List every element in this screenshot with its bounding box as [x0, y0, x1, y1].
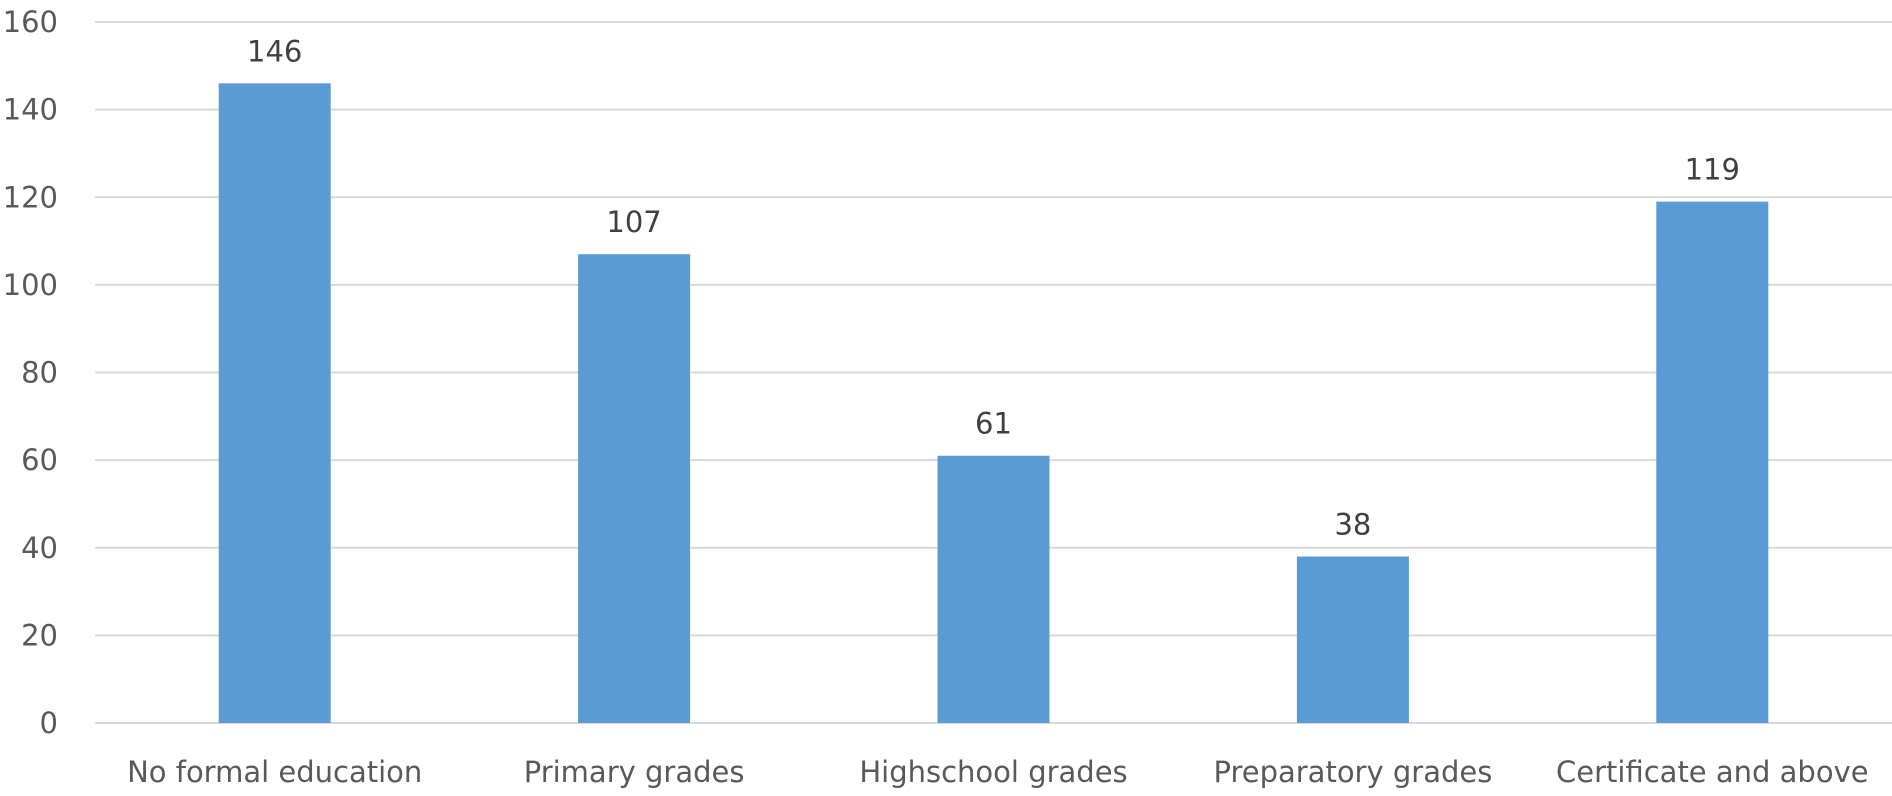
data-label: 146 [247, 34, 302, 68]
bar [1296, 556, 1409, 723]
y-tick-label: 0 [40, 706, 58, 740]
y-tick-label: 40 [21, 531, 58, 565]
y-tick-label: 160 [3, 5, 58, 39]
y-tick-label: 80 [21, 356, 58, 390]
gridlines [95, 21, 1892, 724]
bar [1656, 201, 1769, 724]
x-axis-ticks: No formal education Primary grades Highsch… [127, 755, 1868, 789]
y-axis-ticks: 0 20 40 60 80 100 120 140 160 [3, 5, 58, 740]
x-tick-label: No formal education [127, 755, 422, 789]
bar [937, 455, 1050, 723]
data-label: 61 [975, 407, 1012, 441]
data-labels: 146 107 61 38 119 [247, 34, 1740, 541]
y-tick-label: 120 [3, 180, 58, 214]
data-label: 38 [1334, 508, 1371, 542]
x-tick-label: Highschool grades [859, 755, 1127, 789]
x-tick-label: Primary grades [524, 755, 745, 789]
bars [218, 83, 1769, 724]
x-tick-label: Preparatory grades [1213, 755, 1492, 789]
y-tick-label: 60 [21, 443, 58, 477]
bar [578, 254, 691, 724]
x-tick-label: Certificate and above [1556, 755, 1869, 789]
y-tick-label: 140 [3, 93, 58, 127]
y-tick-label: 20 [21, 618, 58, 652]
bar [218, 83, 331, 723]
data-label: 119 [1685, 153, 1740, 187]
data-label: 107 [606, 205, 661, 239]
y-tick-label: 100 [3, 268, 58, 302]
